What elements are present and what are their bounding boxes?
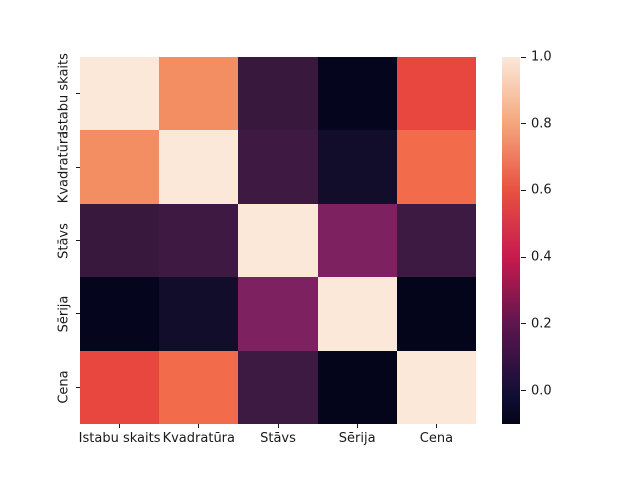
colorbar-tick [521, 256, 526, 258]
x-tick-label: Istabu skaits [78, 431, 161, 446]
colorbar-tick-label: 0.6 [531, 182, 552, 198]
heatmap-cell [159, 277, 239, 351]
heatmap-cell [159, 350, 239, 424]
colorbar-tick [521, 323, 526, 325]
colorbar-tick [521, 189, 526, 191]
heatmap-cell [238, 350, 318, 424]
heatmap-cell [80, 57, 160, 131]
colorbar-tick [521, 56, 526, 58]
colorbar-tick [521, 123, 526, 125]
heatmap-cell [396, 130, 476, 204]
y-axis-tick [76, 386, 80, 388]
y-tick-label: Istabu skaits [56, 52, 72, 135]
heatmap-cell [317, 203, 397, 278]
colorbar [502, 57, 520, 424]
colorbar-tick [521, 390, 526, 392]
heatmap-cell [317, 130, 397, 204]
y-tick-label: Sērija [56, 295, 72, 333]
heatmap-cell [238, 57, 318, 131]
y-axis-tick [76, 240, 80, 241]
heatmap-cell [396, 57, 476, 131]
heatmap-cell [159, 57, 239, 131]
y-tick-label: Stāvs [56, 222, 72, 259]
heatmap-cell [238, 203, 318, 278]
colorbar-tick-label: 0.4 [531, 249, 552, 265]
y-tick-label: Cena [56, 370, 72, 404]
x-tick-label: Sērija [338, 431, 376, 446]
x-tick-label: Cena [419, 431, 454, 446]
colorbar-tick-label: 0.8 [531, 116, 552, 132]
heatmap-cell [396, 277, 476, 351]
heatmap-cell [317, 277, 397, 351]
heatmap-cell [80, 203, 160, 278]
x-tick-label: Kvadratūra [162, 431, 235, 446]
x-axis-tick [356, 424, 358, 428]
colorbar-tick-label: 0.0 [531, 383, 552, 399]
heatmap-cell [159, 203, 239, 278]
heatmap-cell [80, 350, 160, 424]
heatmap-cell [80, 130, 160, 204]
heatmap-cell [80, 277, 160, 351]
heatmap-cell [159, 130, 239, 204]
heatmap-cell [396, 350, 476, 424]
x-axis-tick [198, 424, 200, 428]
x-tick-label: Stāvs [260, 431, 296, 446]
x-axis-tick [435, 424, 437, 428]
y-tick-label: Kvadratūra [56, 130, 72, 204]
y-axis-tick [76, 313, 80, 315]
x-axis-tick [119, 424, 121, 428]
heatmap-cell [238, 277, 318, 351]
heatmap-grid [80, 57, 476, 424]
x-axis-tick [277, 424, 279, 428]
y-axis-tick [76, 166, 80, 168]
heatmap-cell [396, 203, 476, 278]
heatmap-cell [317, 57, 397, 131]
colorbar-tick-label: 0.2 [531, 316, 552, 332]
heatmap-cell [238, 130, 318, 204]
colorbar-tick-label: 1.0 [531, 49, 552, 65]
heatmap-cell [317, 350, 397, 424]
y-axis-tick [76, 93, 80, 95]
